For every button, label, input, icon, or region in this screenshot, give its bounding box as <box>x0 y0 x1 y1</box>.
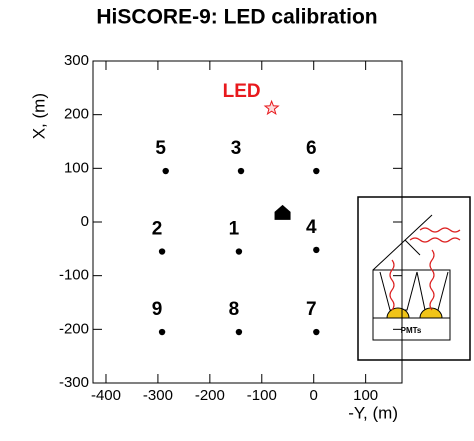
x-tick-label: -100 <box>247 387 277 404</box>
detector-point <box>162 167 169 175</box>
point-label: 5 <box>155 138 166 159</box>
y-tick-label: -300 <box>59 374 89 391</box>
house-marker <box>274 204 291 220</box>
detector-point <box>237 167 245 175</box>
x-tick-label: 100 <box>353 387 378 404</box>
x-axis-label: -Y, (m) <box>348 403 398 422</box>
y-tick-label: -200 <box>59 320 89 337</box>
x-tick-label: -300 <box>143 387 173 404</box>
detector-point <box>313 328 320 336</box>
y-tick-label: 300 <box>64 52 89 69</box>
y-tick-label: -100 <box>59 267 89 284</box>
led-label: LED <box>223 81 261 102</box>
detector-point <box>313 246 320 254</box>
point-label: 4 <box>306 217 317 238</box>
point-label: 9 <box>152 299 163 320</box>
detector-point <box>235 328 243 336</box>
chart-title: HiSCORE-9: LED calibration <box>96 6 377 29</box>
detector-point <box>158 248 166 255</box>
detector-point <box>313 167 320 175</box>
y-tick-label: 200 <box>64 106 89 123</box>
plot-frame <box>92 60 403 384</box>
y-axis-label: X, (m) <box>29 93 48 139</box>
led-marker <box>263 99 280 116</box>
point-label: 2 <box>152 219 163 240</box>
inset-diagram: PMTs <box>357 196 471 361</box>
point-label: 3 <box>231 138 242 159</box>
point-label: 1 <box>229 219 240 240</box>
x-tick-label: 0 <box>310 387 318 404</box>
point-label: 7 <box>306 299 317 320</box>
point-label: 6 <box>306 138 317 159</box>
x-tick-label: -400 <box>91 387 121 404</box>
detector-point <box>235 248 243 255</box>
y-tick-label: 0 <box>81 213 89 230</box>
inset-label: PMTs <box>401 326 422 335</box>
x-tick-label: -200 <box>195 387 225 404</box>
point-label: 8 <box>229 299 240 320</box>
detector-point <box>158 328 166 336</box>
y-tick-label: 100 <box>64 159 89 176</box>
